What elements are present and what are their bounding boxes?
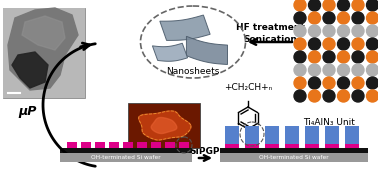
Polygon shape xyxy=(152,43,187,61)
Polygon shape xyxy=(151,117,177,134)
Polygon shape xyxy=(8,8,78,90)
FancyBboxPatch shape xyxy=(95,142,105,148)
FancyBboxPatch shape xyxy=(225,142,239,148)
Circle shape xyxy=(352,12,364,24)
Circle shape xyxy=(323,77,335,89)
Circle shape xyxy=(352,38,364,50)
Polygon shape xyxy=(12,52,48,88)
Circle shape xyxy=(338,90,350,102)
FancyBboxPatch shape xyxy=(220,153,368,162)
FancyBboxPatch shape xyxy=(3,8,85,98)
Circle shape xyxy=(367,64,378,76)
Circle shape xyxy=(323,90,335,102)
Circle shape xyxy=(308,64,321,76)
Circle shape xyxy=(308,0,321,11)
Circle shape xyxy=(338,51,350,63)
Circle shape xyxy=(338,64,350,76)
Circle shape xyxy=(308,77,321,89)
Circle shape xyxy=(308,25,321,37)
FancyBboxPatch shape xyxy=(179,142,189,148)
Circle shape xyxy=(323,64,335,76)
Polygon shape xyxy=(22,16,65,50)
FancyBboxPatch shape xyxy=(109,142,119,148)
FancyBboxPatch shape xyxy=(128,103,200,148)
FancyBboxPatch shape xyxy=(325,126,339,144)
FancyBboxPatch shape xyxy=(285,142,299,148)
FancyBboxPatch shape xyxy=(3,8,85,98)
Circle shape xyxy=(338,12,350,24)
FancyBboxPatch shape xyxy=(245,126,259,144)
FancyBboxPatch shape xyxy=(325,142,339,148)
Circle shape xyxy=(308,51,321,63)
Circle shape xyxy=(338,0,350,11)
Circle shape xyxy=(367,12,378,24)
FancyBboxPatch shape xyxy=(305,142,319,148)
Circle shape xyxy=(308,90,321,102)
Circle shape xyxy=(352,77,364,89)
FancyBboxPatch shape xyxy=(60,153,192,162)
Circle shape xyxy=(367,77,378,89)
Circle shape xyxy=(352,0,364,11)
Polygon shape xyxy=(186,36,228,64)
FancyBboxPatch shape xyxy=(67,142,77,148)
Circle shape xyxy=(352,25,364,37)
FancyBboxPatch shape xyxy=(220,148,368,162)
Circle shape xyxy=(294,64,306,76)
Text: +CH₂CH+ₙ: +CH₂CH+ₙ xyxy=(224,83,272,93)
Circle shape xyxy=(323,25,335,37)
FancyBboxPatch shape xyxy=(345,126,359,144)
Circle shape xyxy=(338,77,350,89)
Circle shape xyxy=(338,25,350,37)
FancyBboxPatch shape xyxy=(81,142,91,148)
FancyBboxPatch shape xyxy=(151,142,161,148)
FancyBboxPatch shape xyxy=(165,142,175,148)
Circle shape xyxy=(323,12,335,24)
Circle shape xyxy=(367,90,378,102)
Text: μP: μP xyxy=(19,106,37,119)
Circle shape xyxy=(323,51,335,63)
Text: SIPGP: SIPGP xyxy=(190,148,220,156)
Text: OH-terminated Si wafer: OH-terminated Si wafer xyxy=(259,155,329,160)
Circle shape xyxy=(323,38,335,50)
Circle shape xyxy=(367,0,378,11)
Circle shape xyxy=(323,0,335,11)
Circle shape xyxy=(294,12,306,24)
Text: Nanosheets: Nanosheets xyxy=(166,67,220,77)
Circle shape xyxy=(352,64,364,76)
Circle shape xyxy=(294,0,306,11)
Text: Ti₄AlN₃ Unit: Ti₄AlN₃ Unit xyxy=(303,118,355,127)
FancyBboxPatch shape xyxy=(345,142,359,148)
Text: OH-terminated Si wafer: OH-terminated Si wafer xyxy=(91,155,161,160)
Circle shape xyxy=(294,51,306,63)
Polygon shape xyxy=(160,15,210,40)
Circle shape xyxy=(294,90,306,102)
FancyBboxPatch shape xyxy=(60,148,192,162)
Circle shape xyxy=(294,38,306,50)
Circle shape xyxy=(367,25,378,37)
FancyBboxPatch shape xyxy=(305,126,319,144)
Circle shape xyxy=(367,38,378,50)
FancyBboxPatch shape xyxy=(285,126,299,144)
Circle shape xyxy=(352,90,364,102)
Text: HF treatment: HF treatment xyxy=(235,23,304,33)
FancyBboxPatch shape xyxy=(265,142,279,148)
FancyBboxPatch shape xyxy=(225,126,239,144)
Text: Sonication: Sonication xyxy=(243,35,297,44)
Circle shape xyxy=(294,77,306,89)
FancyBboxPatch shape xyxy=(245,142,259,148)
FancyBboxPatch shape xyxy=(265,126,279,144)
Circle shape xyxy=(294,25,306,37)
Polygon shape xyxy=(139,111,191,140)
FancyBboxPatch shape xyxy=(123,142,133,148)
Circle shape xyxy=(308,38,321,50)
Circle shape xyxy=(308,12,321,24)
FancyBboxPatch shape xyxy=(137,142,147,148)
Circle shape xyxy=(367,51,378,63)
Circle shape xyxy=(338,38,350,50)
Circle shape xyxy=(352,51,364,63)
